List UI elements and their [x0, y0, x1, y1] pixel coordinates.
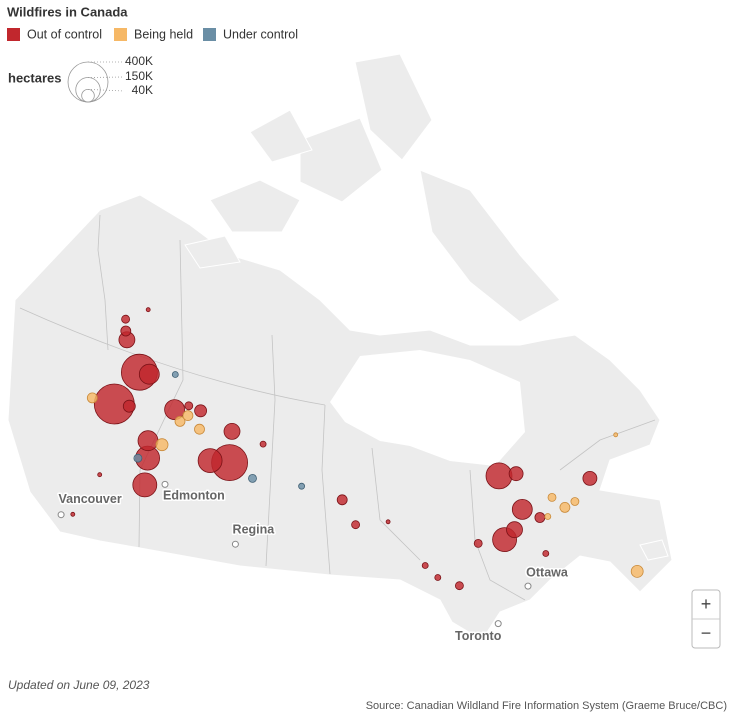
updated-note: Updated on June 09, 2023 [8, 678, 150, 692]
fire-bubble [386, 520, 390, 524]
fire-bubble [507, 522, 523, 538]
fire-bubble [571, 498, 579, 506]
fire-bubble [195, 424, 205, 434]
island [300, 118, 382, 202]
fire-bubble [134, 454, 142, 462]
city-marker [58, 512, 64, 518]
legend-swatch [7, 28, 20, 41]
fire-bubble [138, 431, 158, 451]
island [210, 180, 300, 232]
size-legend-circle [82, 89, 95, 102]
fire-bubble [474, 539, 482, 547]
fire-bubble [98, 473, 102, 477]
fire-bubble [352, 521, 360, 529]
fire-bubble [87, 393, 97, 403]
size-legend-circle [76, 78, 100, 102]
fire-bubble [614, 433, 618, 437]
fire-bubble [455, 582, 463, 590]
fire-bubble [583, 471, 597, 485]
fire-bubble [172, 372, 178, 378]
city-marker [232, 541, 238, 547]
fire-bubble [133, 473, 157, 497]
fire-bubble [146, 308, 150, 312]
fire-bubble [198, 449, 222, 473]
size-legend-leader [88, 77, 124, 78]
size-legend-label: hectares [8, 70, 61, 85]
fire-bubble [195, 405, 207, 417]
city-label: Vancouver [58, 492, 121, 506]
legend-swatch [203, 28, 216, 41]
city-marker [162, 481, 168, 487]
fire-bubble [260, 441, 266, 447]
city-label: Edmonton [163, 489, 225, 503]
fire-bubble [509, 467, 523, 481]
legend-label: Being held [134, 27, 193, 41]
fire-bubble [156, 439, 168, 451]
size-legend-tick-label: 40K [132, 83, 153, 97]
fire-bubble [71, 512, 75, 516]
legend-label: Out of control [27, 27, 102, 41]
fire-bubble [543, 551, 549, 557]
fire-bubble [545, 514, 551, 520]
fire-bubble [183, 411, 193, 421]
fire-bubble [486, 463, 512, 489]
city-label: Ottawa [526, 565, 569, 579]
fire-bubble [631, 565, 643, 577]
title: Wildfires in Canada [7, 4, 128, 19]
fire-bubble [535, 513, 545, 523]
city-label: Regina [233, 522, 276, 536]
source-note: Source: Canadian Wildland Fire Informati… [366, 700, 727, 712]
fire-bubble [560, 502, 570, 512]
fire-bubble [224, 423, 240, 439]
legend-swatch [114, 28, 127, 41]
size-legend-circle [68, 62, 108, 102]
legend: Out of control Being held Under control [7, 27, 298, 41]
fire-bubble [122, 315, 130, 323]
city-marker [495, 621, 501, 627]
fire-bubble [422, 563, 428, 569]
fire-bubble [435, 575, 441, 581]
fire-bubble [299, 483, 305, 489]
fire-bubble [512, 499, 532, 519]
island [420, 170, 560, 322]
zoom-in-button[interactable]: + [701, 594, 712, 614]
legend-label: Under control [223, 27, 298, 41]
fire-bubble [185, 402, 193, 410]
zoom-out-button[interactable]: − [701, 623, 712, 643]
zoom-control: + − [692, 590, 720, 648]
fire-bubble [123, 400, 135, 412]
city-label: Toronto [455, 629, 502, 643]
fire-bubble [548, 493, 556, 501]
city-marker [525, 583, 531, 589]
size-legend-tick-label: 400K [125, 54, 153, 68]
fire-bubble [249, 474, 257, 482]
fire-bubble [337, 495, 347, 505]
fire-bubble [121, 326, 131, 336]
size-legend-tick-label: 150K [125, 69, 153, 83]
fire-bubble [139, 364, 159, 384]
